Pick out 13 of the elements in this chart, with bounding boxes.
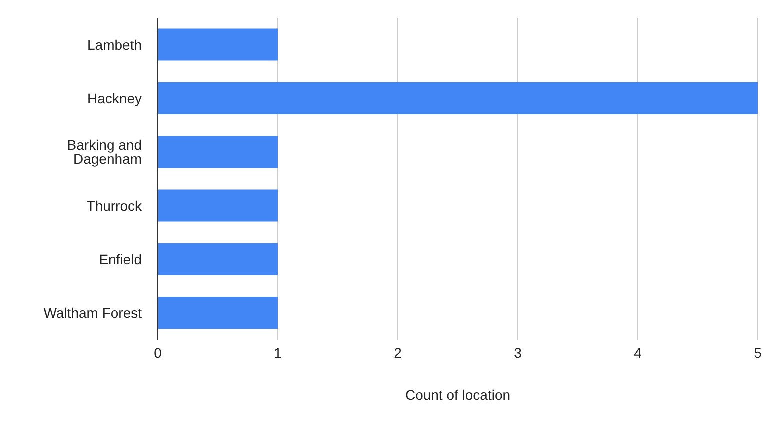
y-tick-label: Enfield [99, 251, 142, 268]
x-tick-label: 5 [754, 344, 762, 361]
x-tick-label: 2 [394, 344, 402, 361]
y-tick-label: Waltham Forest [44, 305, 142, 322]
y-tick-label: Thurrock [86, 198, 143, 214]
x-tick-label: 3 [514, 344, 522, 361]
y-tick-label: Lambeth [88, 36, 142, 53]
x-tick-label: 4 [634, 344, 642, 361]
y-tick-label: Barking and Dagenham [67, 137, 142, 168]
x-tick-label: 1 [274, 344, 282, 361]
x-tick-label: 0 [154, 344, 162, 361]
y-tick-label: Hackney [88, 90, 142, 106]
x-axis-title: Count of location [405, 387, 511, 403]
